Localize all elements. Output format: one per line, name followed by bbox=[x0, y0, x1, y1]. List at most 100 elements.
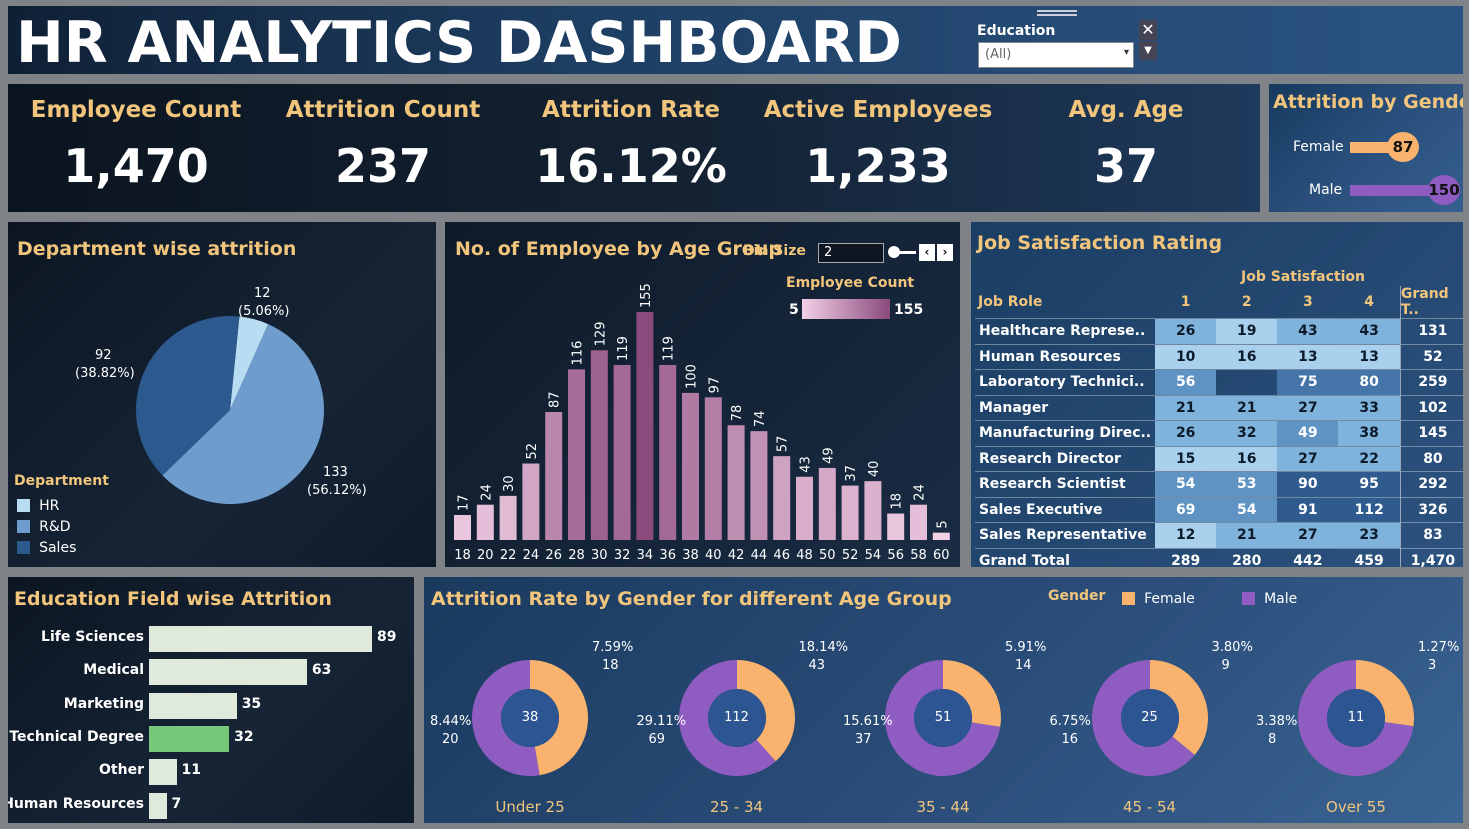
histogram-bar[interactable] bbox=[659, 364, 677, 540]
histogram-bar[interactable] bbox=[476, 504, 494, 540]
table-cell[interactable]: 27 bbox=[1277, 445, 1339, 472]
column-header[interactable]: Job Role bbox=[978, 294, 1043, 310]
table-cell[interactable]: 54 bbox=[1216, 496, 1278, 523]
chevron-right-icon[interactable]: › bbox=[937, 244, 953, 261]
column-header[interactable]: 1 bbox=[1180, 294, 1191, 310]
table-cell[interactable]: 95 bbox=[1338, 471, 1401, 497]
education-filter-select[interactable]: (All) ▾ bbox=[978, 42, 1134, 68]
job-role-cell[interactable]: Research Scientist bbox=[975, 471, 1156, 497]
table-cell[interactable]: 26 bbox=[1155, 420, 1217, 446]
chevron-left-icon[interactable]: ‹ bbox=[919, 244, 935, 261]
age-group-donut[interactable] bbox=[1080, 648, 1220, 788]
job-role-cell[interactable]: Manufacturing Direc.. bbox=[975, 420, 1156, 446]
job-role-cell[interactable]: Laboratory Technici.. bbox=[975, 369, 1156, 395]
table-cell[interactable]: 21 bbox=[1216, 394, 1278, 421]
table-cell[interactable]: 19 bbox=[1216, 318, 1278, 344]
donut-segment-female[interactable] bbox=[1356, 660, 1414, 727]
legend-item-sales[interactable]: Sales bbox=[17, 537, 76, 556]
table-cell[interactable]: 69 bbox=[1155, 496, 1217, 523]
row-total-cell[interactable]: 145 bbox=[1399, 420, 1463, 446]
table-cell[interactable] bbox=[1216, 369, 1278, 395]
donut-segment-male[interactable] bbox=[885, 660, 1001, 776]
table-cell[interactable]: 10 bbox=[1155, 343, 1217, 370]
education-bar[interactable] bbox=[149, 725, 230, 752]
row-total-cell[interactable]: 83 bbox=[1399, 522, 1463, 548]
job-role-cell[interactable]: Sales Representative bbox=[975, 522, 1156, 548]
table-cell[interactable]: 27 bbox=[1277, 394, 1339, 421]
histogram-bar[interactable] bbox=[522, 463, 540, 540]
table-cell[interactable]: 38 bbox=[1338, 420, 1401, 446]
pie-slice-sales[interactable] bbox=[136, 316, 240, 476]
table-cell[interactable]: 16 bbox=[1216, 343, 1278, 370]
table-cell[interactable]: 16 bbox=[1216, 445, 1278, 472]
donut-segment-female[interactable] bbox=[736, 660, 795, 762]
bin-size-input[interactable]: 2 bbox=[818, 243, 884, 263]
row-total-cell[interactable]: 52 bbox=[1399, 343, 1463, 370]
table-cell[interactable]: 56 bbox=[1155, 369, 1217, 395]
row-total-cell[interactable]: 259 bbox=[1399, 369, 1463, 395]
table-cell[interactable]: 112 bbox=[1338, 496, 1401, 523]
table-cell[interactable]: 91 bbox=[1277, 496, 1339, 523]
age-group-donut[interactable] bbox=[1286, 648, 1426, 788]
pie-slice-rd[interactable] bbox=[162, 324, 324, 504]
table-cell[interactable]: 54 bbox=[1155, 471, 1217, 497]
donut-segment-female[interactable] bbox=[1149, 660, 1208, 755]
row-total-cell[interactable]: 80 bbox=[1399, 445, 1463, 472]
histogram-bar[interactable] bbox=[613, 364, 631, 540]
education-bar[interactable] bbox=[149, 692, 237, 719]
table-cell[interactable]: 13 bbox=[1338, 343, 1401, 370]
job-role-cell[interactable]: Sales Executive bbox=[975, 496, 1156, 523]
pie-slice-hr[interactable] bbox=[230, 316, 269, 410]
bin-size-slider[interactable] bbox=[890, 251, 916, 254]
histogram-bar[interactable] bbox=[887, 513, 905, 540]
histogram-bar[interactable] bbox=[818, 467, 836, 540]
job-role-cell[interactable]: Grand Total bbox=[975, 547, 1156, 567]
table-cell[interactable]: 15 bbox=[1155, 445, 1217, 472]
donut-segment-male[interactable] bbox=[1298, 660, 1414, 776]
table-cell[interactable]: 43 bbox=[1338, 318, 1401, 344]
table-cell[interactable]: 23 bbox=[1338, 522, 1401, 548]
table-cell[interactable]: 32 bbox=[1216, 420, 1278, 446]
age-group-donut[interactable] bbox=[460, 648, 600, 788]
table-cell[interactable]: 53 bbox=[1216, 471, 1278, 497]
legend-item-rd[interactable]: R&D bbox=[17, 516, 71, 535]
table-cell[interactable]: 49 bbox=[1277, 420, 1339, 446]
histogram-bar[interactable] bbox=[568, 369, 585, 540]
table-cell[interactable]: 26 bbox=[1155, 318, 1217, 344]
legend-item-female[interactable]: Female bbox=[1122, 588, 1195, 607]
education-bar[interactable] bbox=[149, 659, 307, 686]
job-role-cell[interactable]: Research Director bbox=[975, 445, 1156, 472]
column-header[interactable]: 2 bbox=[1241, 294, 1252, 310]
row-total-cell[interactable]: 326 bbox=[1399, 496, 1463, 523]
donut-segment-female[interactable] bbox=[530, 660, 588, 776]
filter-drag-handle[interactable] bbox=[1037, 10, 1077, 16]
histogram-bar[interactable] bbox=[636, 312, 654, 540]
histogram-bar[interactable] bbox=[590, 350, 608, 540]
column-header[interactable]: Grand T.. bbox=[1399, 286, 1463, 319]
legend-item-male[interactable]: Male bbox=[1242, 588, 1297, 607]
histogram-bar[interactable] bbox=[841, 485, 859, 540]
table-cell[interactable]: 33 bbox=[1338, 394, 1401, 421]
histogram-bar[interactable] bbox=[454, 514, 471, 540]
education-bar[interactable] bbox=[149, 792, 167, 819]
row-total-cell[interactable]: 292 bbox=[1399, 471, 1463, 497]
donut-segment-male[interactable] bbox=[1091, 660, 1195, 776]
table-cell[interactable]: 21 bbox=[1155, 394, 1217, 421]
job-role-cell[interactable]: Healthcare Represe.. bbox=[975, 318, 1156, 344]
education-bar[interactable] bbox=[149, 759, 177, 786]
column-header[interactable]: 3 bbox=[1302, 294, 1313, 310]
slider-handle[interactable] bbox=[888, 246, 900, 258]
legend-item-hr[interactable]: HR bbox=[17, 495, 59, 514]
histogram-bar[interactable] bbox=[796, 476, 813, 540]
job-role-cell[interactable]: Manager bbox=[975, 394, 1156, 421]
histogram-bar[interactable] bbox=[682, 392, 699, 540]
row-total-cell[interactable]: 1,470 bbox=[1399, 547, 1463, 567]
histogram-bar[interactable] bbox=[864, 481, 882, 540]
donut-segment-male[interactable] bbox=[678, 660, 776, 776]
donut-segment-female[interactable] bbox=[943, 660, 1001, 727]
table-cell[interactable]: 27 bbox=[1277, 522, 1339, 548]
table-cell[interactable]: 280 bbox=[1216, 547, 1278, 567]
histogram-bar[interactable] bbox=[727, 425, 745, 540]
table-cell[interactable]: 43 bbox=[1277, 318, 1339, 344]
table-cell[interactable]: 21 bbox=[1216, 522, 1278, 548]
